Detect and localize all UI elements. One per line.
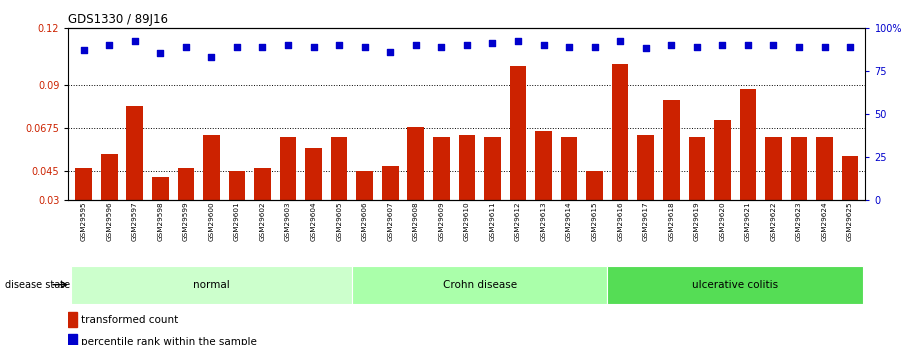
Point (486, 40, 500, 46)
Bar (608, 266, 863, 304)
Point (588, 44, 602, 49)
Bar (663, 100, 680, 258)
Point (843, 44, 857, 49)
Point (383, 49, 397, 55)
Point (792, 44, 806, 49)
Point (153, 51, 168, 56)
Point (766, 42, 781, 48)
Point (255, 44, 270, 49)
Bar (561, 137, 578, 258)
Bar (382, 166, 398, 258)
Bar (127, 106, 143, 258)
Bar (765, 137, 782, 258)
Bar (352, 266, 608, 304)
Bar (68, 334, 77, 345)
Bar (791, 137, 807, 258)
Bar (842, 156, 858, 258)
Text: normal: normal (193, 280, 230, 289)
Bar (587, 171, 603, 258)
Point (230, 44, 244, 49)
Point (690, 44, 704, 49)
Bar (816, 137, 833, 258)
Point (102, 42, 117, 48)
Bar (612, 64, 629, 258)
Bar (305, 148, 322, 258)
Bar (152, 177, 169, 258)
Point (128, 39, 142, 44)
Bar (638, 135, 654, 258)
Bar (740, 89, 756, 258)
Point (434, 44, 448, 49)
Point (639, 46, 653, 51)
Bar (178, 168, 194, 258)
Text: percentile rank within the sample: percentile rank within the sample (81, 337, 257, 345)
Bar (254, 168, 271, 258)
Text: Crohn disease: Crohn disease (443, 280, 517, 289)
Point (204, 54, 219, 60)
Text: disease state: disease state (5, 280, 69, 289)
Point (459, 42, 474, 48)
Bar (331, 137, 347, 258)
Text: transformed count: transformed count (81, 315, 179, 325)
Bar (71, 266, 352, 304)
Bar (714, 120, 731, 258)
Bar (484, 137, 501, 258)
Bar (433, 137, 450, 258)
Point (817, 44, 832, 49)
Text: ulcerative colitis: ulcerative colitis (692, 280, 778, 289)
Point (664, 42, 679, 48)
Point (77, 47, 91, 53)
Bar (229, 171, 245, 258)
Point (562, 44, 577, 49)
Point (537, 42, 551, 48)
Point (715, 42, 730, 48)
Bar (101, 154, 118, 258)
Point (281, 42, 295, 48)
Bar (356, 171, 373, 258)
Bar (407, 127, 425, 258)
Point (408, 42, 423, 48)
Bar (280, 137, 296, 258)
Point (179, 44, 193, 49)
Point (357, 44, 372, 49)
Bar (76, 168, 92, 258)
Bar (689, 137, 705, 258)
Bar (203, 135, 220, 258)
Point (332, 42, 346, 48)
Bar (536, 131, 552, 258)
Text: GDS1330 / 89J16: GDS1330 / 89J16 (68, 13, 169, 27)
Bar (68, 312, 77, 327)
Point (613, 39, 628, 44)
Point (511, 39, 526, 44)
Point (741, 42, 755, 48)
Point (306, 44, 321, 49)
Bar (458, 135, 476, 258)
Bar (509, 66, 527, 258)
